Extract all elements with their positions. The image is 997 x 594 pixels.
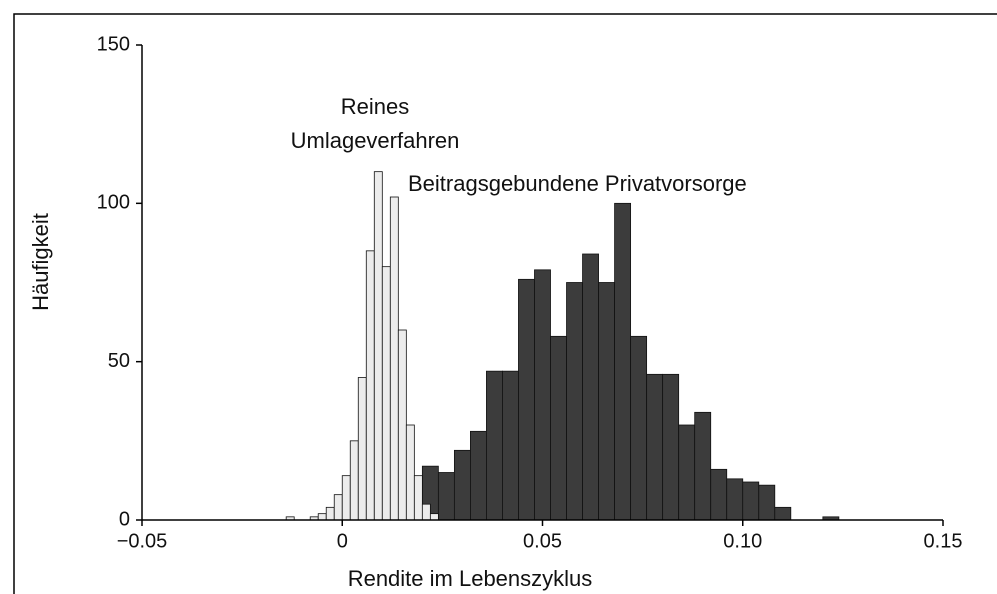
histogram-bar	[357, 377, 367, 521]
histogram-bar	[405, 424, 415, 521]
histogram-bar	[373, 171, 383, 521]
histogram-bar	[742, 481, 760, 521]
histogram-bar	[349, 440, 359, 521]
histogram-bar	[325, 506, 335, 521]
x-tick-label: 0.10	[723, 530, 762, 552]
y-tick-label: 50	[108, 350, 130, 372]
histogram-bar	[333, 494, 343, 521]
histogram-bar	[598, 282, 615, 521]
histogram-bar	[437, 472, 455, 521]
histogram-bar	[502, 370, 519, 521]
series-annotation: Reines Umlageverfahren	[291, 94, 460, 153]
series-annotation: Beitragsgebundene Privatvorsorge	[408, 171, 747, 196]
histogram-bar	[710, 468, 728, 521]
histogram-bar	[662, 373, 680, 521]
histogram-bar	[470, 430, 487, 521]
y-tick-label: 150	[97, 33, 130, 55]
histogram-bar	[550, 335, 567, 521]
y-axis-label: Häufigkeit	[28, 213, 53, 311]
histogram-bar	[614, 202, 632, 521]
x-tick-label: 0.15	[924, 530, 963, 552]
histogram-bar	[389, 196, 399, 521]
histogram-bar	[518, 278, 535, 521]
histogram-bar	[397, 329, 407, 521]
histogram-bar	[646, 373, 664, 521]
histogram-bar	[381, 266, 391, 521]
histogram-bar	[341, 475, 351, 521]
histogram-bar	[453, 449, 471, 521]
histogram-bar	[534, 269, 551, 521]
histogram-bar	[413, 475, 423, 521]
x-tick-label: −0.05	[117, 530, 168, 552]
histogram-bar	[630, 335, 648, 521]
histogram-bar	[582, 253, 599, 521]
histogram-bar	[694, 411, 712, 521]
histogram-bar	[317, 513, 327, 521]
histogram-bar	[678, 424, 696, 521]
histogram-bar	[429, 513, 439, 521]
frame	[13, 13, 997, 594]
x-axis-label: Rendite im Lebenszyklus	[348, 566, 593, 591]
histogram-bar	[421, 503, 431, 521]
x-tick-label: 0	[337, 530, 348, 552]
histogram-bar	[774, 506, 792, 521]
histogram-bar	[486, 370, 503, 521]
histogram-bar	[758, 484, 776, 521]
y-tick-label: 0	[119, 508, 130, 530]
x-tick-label: 0.05	[523, 530, 562, 552]
y-tick-label: 100	[97, 192, 130, 214]
histogram-bar	[566, 282, 583, 521]
histogram-bar	[726, 478, 744, 521]
histogram-bar	[365, 250, 375, 521]
